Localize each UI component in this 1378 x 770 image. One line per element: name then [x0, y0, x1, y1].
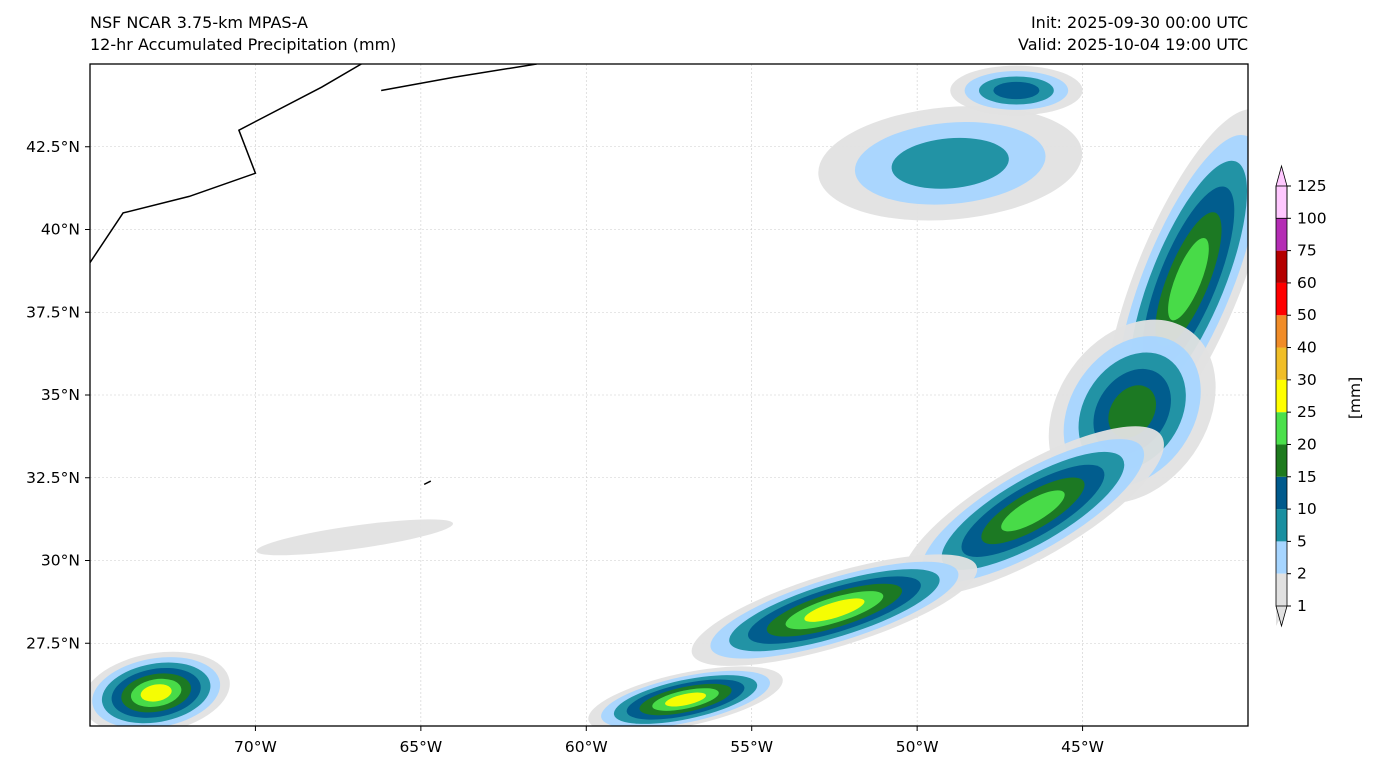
nova-scotia-coast — [381, 64, 537, 92]
title-left: NSF NCAR 3.75-km MPAS-A 12-hr Accumulate… — [90, 12, 396, 56]
colorbar-swatch — [1276, 250, 1287, 283]
colorbar-unit-label: [mm] — [1346, 377, 1364, 419]
model-title: NSF NCAR 3.75-km MPAS-A — [90, 13, 308, 32]
precip-band-south-west — [691, 554, 978, 666]
init-time: Init: 2025-09-30 00:00 UTC — [1030, 13, 1248, 32]
precip-low-north-core — [950, 65, 1083, 116]
colorbar-tick-label: 20 — [1297, 435, 1317, 453]
colorbar-tick-label: 60 — [1297, 274, 1317, 292]
precip-contour — [891, 137, 1009, 189]
lat-tick-label: 42.5°N — [26, 138, 80, 156]
precip-band-south-tip — [588, 666, 783, 726]
precip-contour — [1001, 490, 1065, 532]
lon-tick-label: 45°W — [1061, 738, 1104, 756]
new-england-coast — [90, 64, 362, 264]
colorbar-swatch — [1276, 541, 1287, 574]
colorbar-swatch — [1276, 476, 1287, 510]
lat-tick-label: 40°N — [41, 221, 80, 239]
lon-tick-label: 65°W — [399, 738, 442, 756]
lat-tick-label: 30°N — [41, 552, 80, 570]
valid-time: Valid: 2025-10-04 19:00 UTC — [1017, 35, 1248, 54]
lat-tick-label: 27.5°N — [26, 634, 80, 652]
product-title: 12-hr Accumulated Precipitation (mm) — [90, 35, 397, 54]
colorbar-outline — [1275, 185, 1288, 607]
precip-low-north-swirl — [818, 106, 1083, 221]
colorbar-swatch — [1276, 379, 1287, 413]
colorbar-tick-label: 75 — [1297, 242, 1317, 260]
colorbar-tick-label: 25 — [1297, 403, 1317, 421]
lat-axis: 27.5°N 30°N 32.5°N 35°N 37.5°N 40°N 42.5°N — [26, 138, 90, 652]
bermuda — [423, 480, 432, 486]
precip-band-central — [901, 426, 1164, 596]
colorbar-swatch — [1276, 347, 1287, 380]
lat-tick-label: 32.5°N — [26, 469, 80, 487]
colorbar-tick-label: 125 — [1297, 177, 1327, 195]
lon-tick-label: 70°W — [234, 738, 277, 756]
precip-field — [90, 65, 1248, 726]
colorbar-tick-label: 5 — [1297, 532, 1307, 550]
precip-sw-corner-system — [90, 651, 230, 726]
precip-scattered-west — [256, 519, 453, 556]
precip-contour — [1168, 237, 1209, 321]
title-right: Init: 2025-09-30 00:00 UTC Valid: 2025-1… — [1018, 12, 1248, 56]
colorbar-extend-high — [1275, 164, 1288, 219]
colorbar-swatch — [1276, 412, 1287, 445]
coastlines — [90, 64, 537, 486]
colorbar-swatch — [1276, 282, 1287, 316]
colorbar-swatch — [1276, 444, 1287, 477]
colorbar-swatch — [1276, 573, 1287, 606]
precip-contour — [993, 81, 1040, 100]
colorbar-tick-label: 100 — [1297, 209, 1327, 227]
colorbar-tick-label: 15 — [1297, 468, 1317, 486]
lon-axis: 70°W 65°W 60°W 55°W 50°W 45°W — [234, 726, 1104, 756]
precip-contour — [140, 684, 172, 702]
colorbar-swatch — [1276, 509, 1287, 542]
colorbar-tick-label: 30 — [1297, 371, 1317, 389]
colorbar-swatch — [1276, 218, 1287, 251]
colorbar-tick-label: 10 — [1297, 500, 1317, 518]
colorbar-swatch — [1276, 315, 1287, 348]
lon-tick-label: 60°W — [565, 738, 608, 756]
colorbar-extend-low — [1275, 605, 1288, 628]
precip-contour — [256, 519, 453, 556]
precip-contour — [1108, 385, 1157, 438]
precip-contour — [665, 692, 707, 707]
lat-tick-label: 35°N — [41, 386, 80, 404]
colorbar-tick-label: 40 — [1297, 339, 1317, 357]
precip-contour — [804, 598, 865, 622]
lon-tick-label: 55°W — [730, 738, 773, 756]
colorbar-tick-label: 50 — [1297, 306, 1317, 324]
colorbar-tick-label: 1 — [1297, 597, 1307, 615]
colorbar-tick-label: 2 — [1297, 565, 1307, 583]
lon-tick-label: 50°W — [896, 738, 939, 756]
lat-tick-label: 37.5°N — [26, 303, 80, 321]
